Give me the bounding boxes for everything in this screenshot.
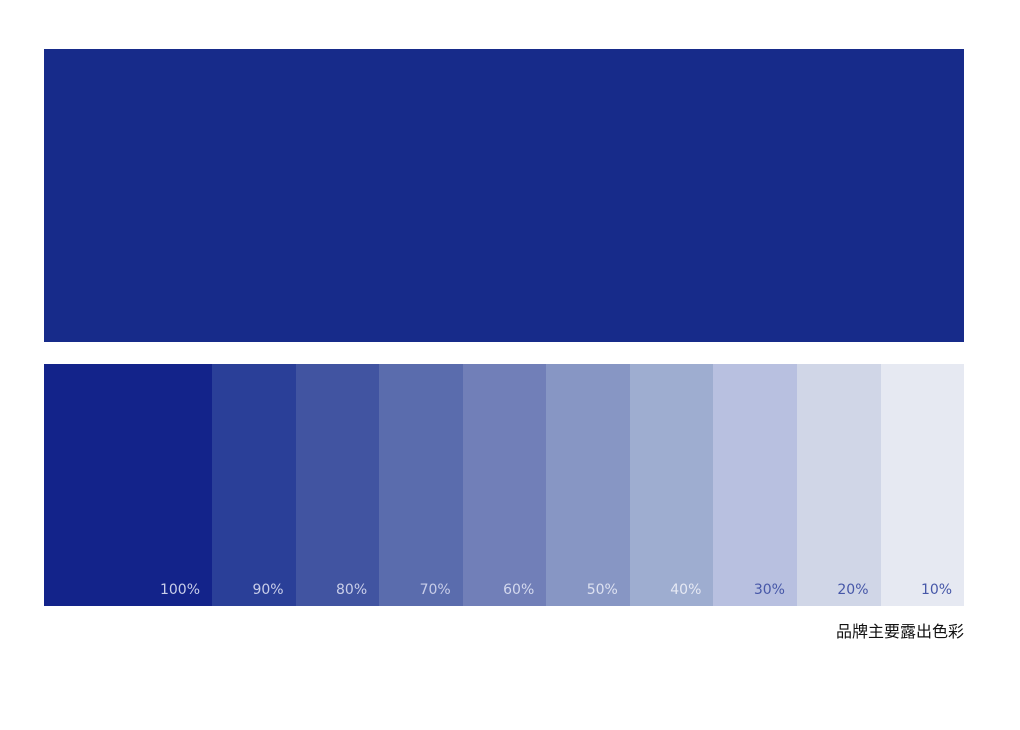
- swatch-label: 40%: [670, 582, 702, 598]
- swatch-label: 90%: [252, 582, 284, 598]
- tint-row: 100% 90% 80% 70% 60% 50% 40% 30% 20% 10%: [44, 364, 965, 606]
- caption: 品牌主要露出色彩: [835, 622, 964, 641]
- swatch-label: 80%: [336, 582, 368, 598]
- swatch: 60%: [462, 364, 547, 606]
- swatch-label: 100%: [159, 582, 200, 598]
- swatch: 40%: [629, 364, 714, 606]
- swatch: 70%: [379, 364, 463, 606]
- swatch: 80%: [295, 364, 380, 606]
- swatch: 50%: [546, 364, 630, 606]
- swatch-label: 20%: [837, 582, 869, 598]
- swatch-label: 30%: [753, 582, 785, 598]
- swatch: 20%: [796, 364, 881, 606]
- swatch-label: 60%: [503, 582, 535, 598]
- swatch: 90%: [212, 364, 296, 606]
- swatch-label: 10%: [920, 582, 953, 598]
- swatch-label: 70%: [419, 582, 451, 598]
- swatch-label: 50%: [586, 582, 618, 598]
- main-color-block: [44, 49, 964, 342]
- swatch: 10%: [880, 364, 965, 606]
- swatch: 100%: [44, 364, 212, 606]
- swatch: 30%: [713, 364, 797, 606]
